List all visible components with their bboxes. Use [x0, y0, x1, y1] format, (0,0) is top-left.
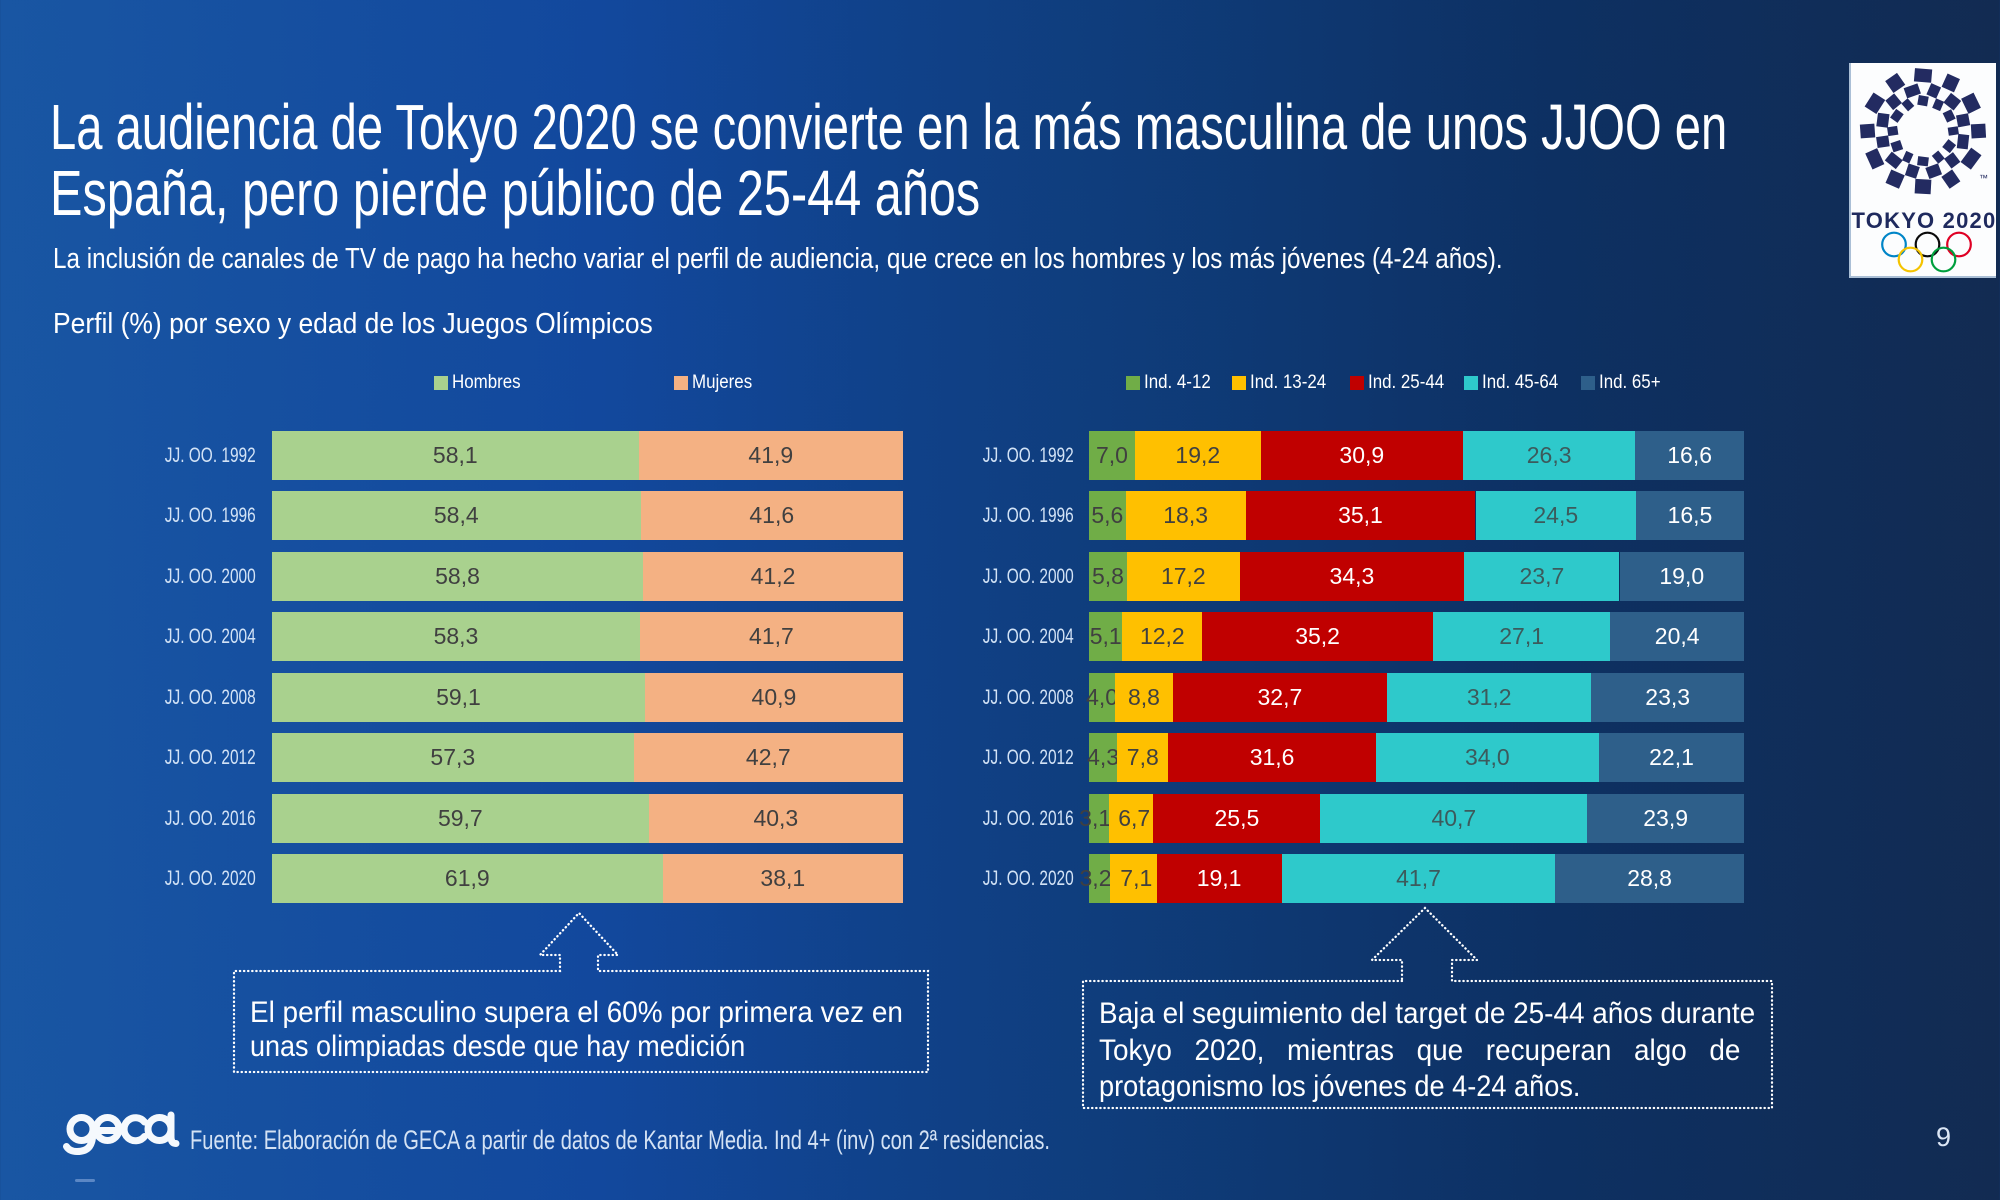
- svg-text:™: ™: [1979, 173, 1988, 183]
- svg-text:TOKYO 2020: TOKYO 2020: [1852, 208, 1996, 233]
